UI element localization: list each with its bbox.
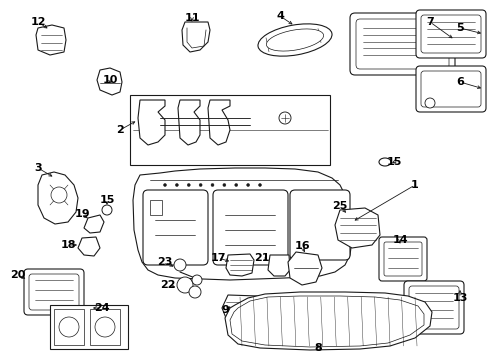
- Circle shape: [51, 187, 67, 203]
- Circle shape: [174, 259, 185, 271]
- Text: 7: 7: [425, 17, 433, 27]
- Text: 11: 11: [184, 13, 199, 23]
- Circle shape: [102, 205, 112, 215]
- Polygon shape: [133, 168, 351, 280]
- Polygon shape: [138, 100, 164, 145]
- Bar: [130, 95, 329, 165]
- FancyBboxPatch shape: [349, 13, 454, 75]
- Circle shape: [175, 184, 178, 186]
- Text: 22: 22: [160, 280, 175, 290]
- FancyBboxPatch shape: [29, 274, 79, 310]
- Text: 20: 20: [10, 270, 26, 280]
- Polygon shape: [178, 100, 200, 145]
- FancyBboxPatch shape: [420, 15, 480, 53]
- Polygon shape: [84, 215, 104, 233]
- Polygon shape: [182, 22, 209, 52]
- FancyBboxPatch shape: [378, 237, 426, 281]
- Ellipse shape: [266, 29, 323, 51]
- Text: 14: 14: [391, 235, 407, 245]
- Text: 23: 23: [157, 257, 172, 267]
- Circle shape: [223, 184, 225, 186]
- Text: 2: 2: [116, 125, 123, 135]
- Text: 9: 9: [221, 305, 228, 315]
- Text: 8: 8: [313, 343, 321, 353]
- Polygon shape: [78, 237, 100, 256]
- Text: 17: 17: [210, 253, 225, 263]
- Text: 25: 25: [332, 201, 347, 211]
- Circle shape: [177, 277, 193, 293]
- Polygon shape: [97, 68, 122, 95]
- Text: 12: 12: [30, 17, 46, 27]
- FancyBboxPatch shape: [420, 71, 480, 107]
- Bar: [54, 309, 84, 345]
- Circle shape: [246, 184, 249, 186]
- Circle shape: [187, 184, 190, 186]
- Polygon shape: [207, 100, 229, 145]
- Circle shape: [279, 112, 290, 124]
- FancyBboxPatch shape: [383, 242, 421, 276]
- Ellipse shape: [258, 24, 331, 56]
- Ellipse shape: [378, 158, 390, 166]
- FancyBboxPatch shape: [415, 66, 485, 112]
- Polygon shape: [225, 254, 253, 276]
- Text: 3: 3: [34, 163, 42, 173]
- Text: 13: 13: [451, 293, 467, 303]
- Text: 6: 6: [455, 77, 463, 87]
- FancyBboxPatch shape: [408, 286, 458, 329]
- Circle shape: [424, 98, 434, 108]
- Bar: [90, 309, 120, 345]
- Text: 1: 1: [410, 180, 418, 190]
- Polygon shape: [150, 200, 162, 215]
- FancyBboxPatch shape: [289, 190, 349, 260]
- FancyBboxPatch shape: [403, 281, 463, 334]
- Bar: [50, 305, 128, 349]
- Text: 18: 18: [60, 240, 76, 250]
- Circle shape: [192, 275, 202, 285]
- Circle shape: [163, 184, 166, 186]
- Polygon shape: [334, 208, 379, 248]
- Polygon shape: [229, 296, 423, 347]
- FancyBboxPatch shape: [415, 10, 485, 58]
- Circle shape: [199, 184, 202, 186]
- Text: 21: 21: [254, 253, 269, 263]
- Text: 15: 15: [386, 157, 401, 167]
- Text: 4: 4: [276, 11, 284, 21]
- Text: 24: 24: [94, 303, 110, 313]
- FancyBboxPatch shape: [213, 190, 287, 265]
- Polygon shape: [267, 255, 289, 276]
- Polygon shape: [224, 292, 431, 350]
- Text: 19: 19: [74, 209, 90, 219]
- Polygon shape: [36, 25, 66, 55]
- Text: 16: 16: [294, 241, 309, 251]
- Circle shape: [59, 317, 79, 337]
- Polygon shape: [287, 252, 321, 285]
- Polygon shape: [222, 295, 264, 323]
- Circle shape: [189, 286, 201, 298]
- Circle shape: [234, 184, 237, 186]
- FancyBboxPatch shape: [355, 19, 448, 69]
- FancyBboxPatch shape: [24, 269, 84, 315]
- FancyBboxPatch shape: [142, 190, 207, 265]
- Text: 10: 10: [102, 75, 118, 85]
- Circle shape: [210, 184, 214, 186]
- Polygon shape: [38, 172, 78, 224]
- Text: 15: 15: [99, 195, 115, 205]
- Text: 5: 5: [455, 23, 463, 33]
- Circle shape: [95, 317, 115, 337]
- Circle shape: [258, 184, 261, 186]
